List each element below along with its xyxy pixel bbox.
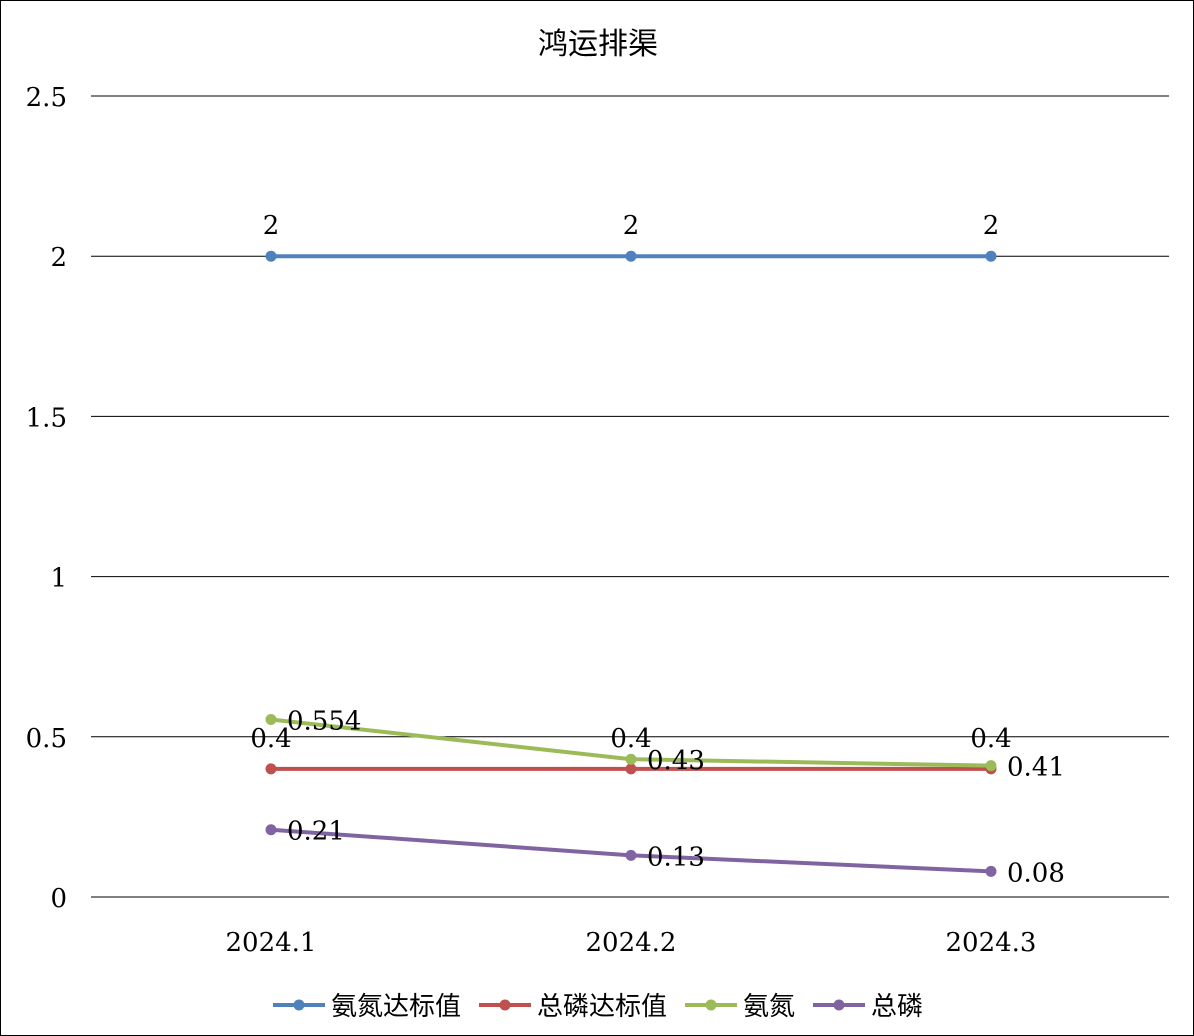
data-point bbox=[625, 849, 637, 861]
data-point bbox=[985, 760, 997, 772]
data-label: 0.554 bbox=[287, 706, 361, 736]
data-point bbox=[985, 865, 997, 877]
x-tick-label: 2024.3 bbox=[946, 928, 1037, 958]
data-point bbox=[985, 250, 997, 262]
legend: 氨氮达标值 总磷达标值 氨氮 总磷 bbox=[1, 986, 1194, 1023]
legend-item: 总磷 bbox=[813, 986, 923, 1023]
data-label: 0.41 bbox=[1007, 753, 1065, 783]
data-point bbox=[625, 753, 637, 765]
x-tick-label: 2024.1 bbox=[226, 928, 317, 958]
legend-swatch bbox=[685, 995, 737, 1015]
y-tick-label: 2 bbox=[50, 243, 67, 273]
chart-title: 鸿运排渠 bbox=[538, 27, 658, 62]
y-tick-label: 1 bbox=[50, 564, 67, 594]
y-tick-label: 1.5 bbox=[26, 403, 67, 433]
legend-label: 总磷达标值 bbox=[536, 992, 667, 1022]
data-label: 0.08 bbox=[1007, 858, 1065, 888]
data-point bbox=[625, 763, 637, 775]
data-point bbox=[265, 250, 277, 262]
legend-label: 氨氮 bbox=[743, 992, 796, 1022]
data-label: 0.21 bbox=[287, 817, 345, 847]
data-label: 0.4 bbox=[610, 724, 651, 754]
data-point bbox=[265, 713, 277, 725]
legend-item: 氨氮达标值 bbox=[272, 986, 461, 1023]
x-tick-label: 2024.2 bbox=[586, 928, 677, 958]
legend-label: 总磷 bbox=[871, 992, 924, 1022]
y-tick-label: 2.5 bbox=[26, 83, 67, 113]
data-label: 0.4 bbox=[250, 724, 291, 754]
data-label: 2 bbox=[623, 211, 640, 241]
data-label: 0.13 bbox=[647, 842, 705, 872]
legend-item: 氨氮 bbox=[685, 986, 795, 1023]
legend-swatch bbox=[478, 995, 531, 1015]
y-tick-label: 0.5 bbox=[26, 724, 67, 754]
data-label: 0.43 bbox=[647, 746, 705, 776]
data-label: 0.4 bbox=[970, 724, 1011, 754]
data-label: 2 bbox=[983, 211, 1000, 241]
legend-label: 氨氮达标值 bbox=[330, 992, 461, 1022]
data-point bbox=[265, 763, 277, 775]
data-point bbox=[625, 250, 637, 262]
legend-swatch bbox=[272, 995, 325, 1015]
legend-item: 总磷达标值 bbox=[478, 986, 667, 1023]
legend-swatch bbox=[813, 995, 866, 1015]
y-tick-label: 0 bbox=[50, 884, 67, 914]
data-point bbox=[265, 824, 277, 836]
data-label: 2 bbox=[263, 211, 280, 241]
